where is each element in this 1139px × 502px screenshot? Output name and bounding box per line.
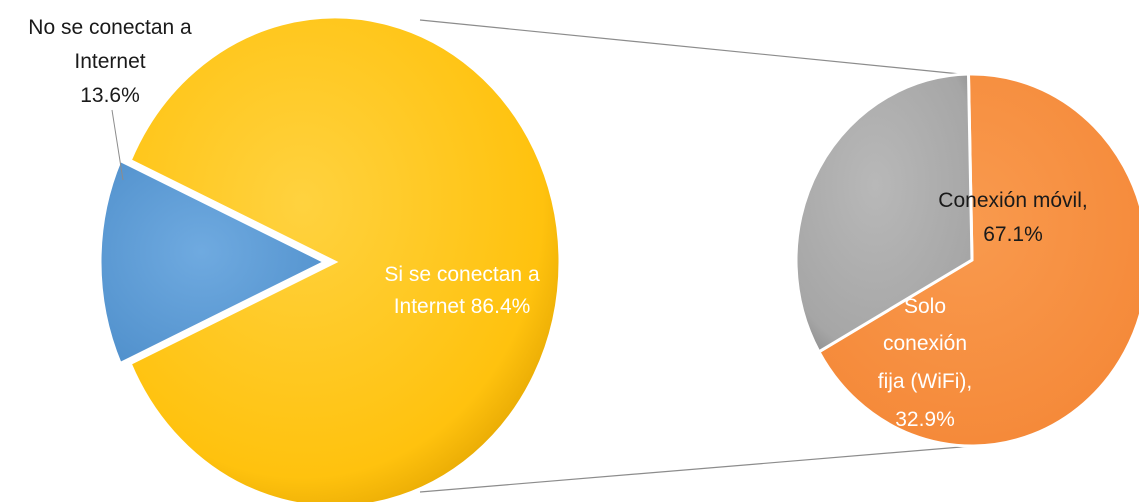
label-no-value: 13.6% xyxy=(80,84,140,107)
label-fija-line2: conexión xyxy=(883,332,967,355)
label-no-line1: No se conectan a xyxy=(28,16,192,39)
label-fija-line3: fija (WiFi), xyxy=(878,370,972,393)
label-fija-line1: Solo xyxy=(904,295,946,318)
detail-pie xyxy=(794,72,1139,448)
label-si-line2: Internet 86.4% xyxy=(394,295,531,318)
label-no-line2: Internet xyxy=(74,50,145,73)
label-movil-line1: Conexión móvil, xyxy=(938,189,1087,212)
pie-slice-no-se-conectan-a-internet xyxy=(98,158,329,366)
pie-slice-si-se-conectan-a-internet xyxy=(128,15,562,502)
main-pie xyxy=(98,15,562,502)
label-fija-value: 32.9% xyxy=(895,408,955,431)
leader-line-no xyxy=(111,109,124,181)
pie-slice-solo-conexion-fija-wifi xyxy=(794,72,974,354)
connector-line-bottom xyxy=(419,444,986,493)
label-si-line1: Si se conectan a xyxy=(384,263,540,286)
label-movil-value: 67.1% xyxy=(983,223,1043,246)
label-conexion-fija: Solo conexión fija (WiFi), 32.9% xyxy=(878,295,972,431)
pie-slice-conexion-movil xyxy=(816,72,1139,448)
label-conexion-movil: Conexión móvil, 67.1% xyxy=(938,189,1087,246)
label-no-se-conectan: No se conectan a Internet 13.6% xyxy=(28,16,192,107)
label-si-se-conectan: Si se conectan a Internet 86.4% xyxy=(384,263,540,318)
connector-line-top xyxy=(419,19,1001,79)
